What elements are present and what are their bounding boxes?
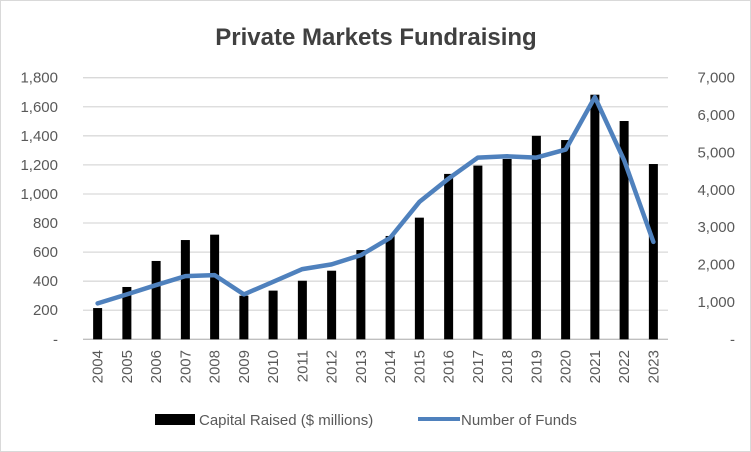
x-tick-label: 2021 bbox=[587, 350, 604, 383]
bar-2012 bbox=[327, 270, 337, 340]
x-tick-label: 2018 bbox=[499, 350, 516, 383]
legend-label-capital: Capital Raised ($ millions) bbox=[199, 412, 373, 429]
x-tick-label: 2013 bbox=[353, 350, 370, 383]
y-left-tick-label: 200 bbox=[33, 302, 58, 319]
x-tick-label: 2007 bbox=[177, 350, 194, 383]
y-right-tick-label: 3,000 bbox=[697, 219, 735, 236]
bar-2004 bbox=[93, 308, 103, 340]
bar-2023 bbox=[648, 164, 658, 340]
bar-2019 bbox=[531, 135, 541, 340]
legend-swatch-capital bbox=[155, 414, 195, 425]
y-left-tick-label: 800 bbox=[33, 215, 58, 232]
bar-2015 bbox=[414, 217, 424, 340]
x-tick-label: 2022 bbox=[616, 350, 633, 383]
y-left-tick-label: 600 bbox=[33, 244, 58, 261]
bar-2017 bbox=[473, 165, 483, 340]
y-left-tick-label: 1,800 bbox=[20, 70, 58, 87]
y-right-tick-label: 5,000 bbox=[697, 144, 735, 161]
x-tick-label: 2016 bbox=[441, 350, 458, 383]
bar-2016 bbox=[444, 173, 454, 340]
x-tick-label: 2011 bbox=[294, 350, 311, 382]
x-tick-label: 2008 bbox=[207, 350, 224, 383]
y-right-tick-label: 6,000 bbox=[697, 107, 735, 124]
x-tick-label: 2010 bbox=[265, 350, 282, 383]
x-tick-label: 2009 bbox=[236, 350, 253, 383]
funds-line bbox=[95, 94, 656, 306]
y-right-tick-label: 1,000 bbox=[697, 294, 735, 311]
legend: Capital Raised ($ millions) Number of Fu… bbox=[155, 412, 577, 429]
x-tick-label: 2015 bbox=[411, 350, 428, 383]
x-tick-label: 2019 bbox=[528, 350, 545, 383]
x-tick-label: 2006 bbox=[148, 350, 165, 383]
bar-2014 bbox=[385, 235, 395, 340]
bar-2022 bbox=[619, 121, 629, 340]
bar-2021 bbox=[590, 94, 600, 340]
y-left-tick-label: 1,000 bbox=[20, 186, 58, 203]
bar-2010 bbox=[268, 290, 278, 340]
x-tick-label: 2020 bbox=[558, 350, 575, 383]
y-left-tick-label: 1,400 bbox=[20, 128, 58, 145]
y-left-tick-label: 400 bbox=[33, 273, 58, 290]
x-tick-label: 2017 bbox=[470, 350, 487, 383]
y-left-tick-label: 1,600 bbox=[20, 99, 58, 116]
bar-2005 bbox=[122, 286, 132, 340]
y-left-tick-label: - bbox=[53, 331, 58, 348]
y-left-tick-label: 1,200 bbox=[20, 157, 58, 174]
y-right-tick-label: 2,000 bbox=[697, 257, 735, 274]
x-tick-label: 2012 bbox=[324, 350, 341, 383]
chart-title: Private Markets Fundraising bbox=[215, 24, 536, 51]
bar-2013 bbox=[356, 250, 366, 340]
y-right-tick-label: - bbox=[730, 331, 735, 348]
bar-2020 bbox=[561, 140, 571, 340]
y-right-tick-label: 4,000 bbox=[697, 182, 735, 199]
x-tick-label: 2014 bbox=[382, 350, 399, 383]
bar-2011 bbox=[297, 280, 307, 340]
x-tick-label: 2023 bbox=[645, 350, 662, 383]
x-tick-label: 2004 bbox=[90, 350, 107, 383]
x-tick-label: 2005 bbox=[119, 350, 136, 383]
bar-2018 bbox=[502, 158, 512, 340]
bar-2008 bbox=[210, 234, 220, 340]
bar-2006 bbox=[151, 260, 161, 340]
bar-2007 bbox=[180, 240, 190, 340]
legend-label-funds: Number of Funds bbox=[461, 412, 577, 429]
bar-2009 bbox=[239, 295, 249, 340]
y-right-tick-label: 7,000 bbox=[697, 70, 735, 87]
